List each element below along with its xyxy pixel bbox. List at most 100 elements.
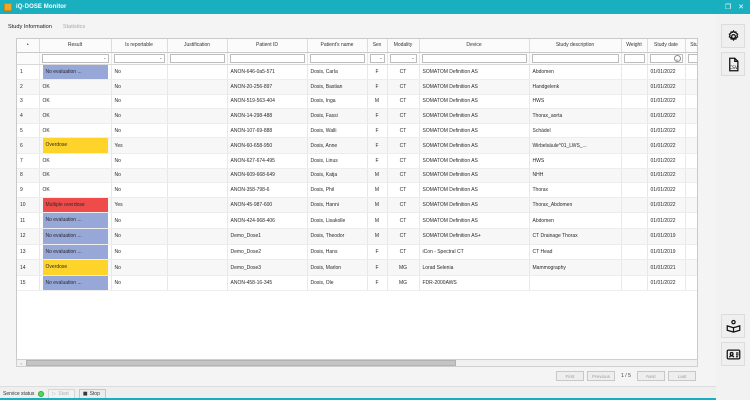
cell-modality[interactable]: CT [387,168,420,184]
filter-cell-weight[interactable] [621,52,648,65]
cell-report[interactable]: No [111,228,168,245]
cell-patid[interactable]: Demo_Dose1 [227,228,308,245]
cell-pname[interactable]: Dosis, Bastian [307,79,368,95]
cell-report[interactable]: No [111,259,168,276]
cell-weight[interactable] [621,153,648,169]
cell-modality[interactable]: CT [387,137,420,155]
cell-studydate[interactable]: 01/01/2022 [647,94,686,110]
filter-cell-studydesc[interactable] [529,52,622,65]
cell-report[interactable]: Yes [111,197,168,214]
cell-studytime[interactable] [685,259,697,276]
cell-justif[interactable] [167,153,228,169]
cell-justif[interactable] [167,212,228,230]
chevron-down-icon[interactable]: ⌄ [379,55,383,60]
cell-device[interactable]: SOMATOM Definition AS [419,94,530,110]
manual-button[interactable] [721,314,745,338]
table-row[interactable]: 2 OK No ANON-20-256-897 Dosis, Bastian F CT SOM… [17,79,697,95]
column-header-idx[interactable]: • [17,39,40,53]
column-header-pname[interactable]: Patient's name [307,39,368,53]
stop-service-button[interactable]: ■ Stop [78,388,106,399]
cell-studytime[interactable] [685,79,697,95]
cell-report[interactable]: No [111,64,168,81]
table-row[interactable]: 5 OK No ANON-107-69-888 Dosis, Walli F CT SOMAT… [17,123,697,139]
column-header-result[interactable]: Result [39,39,112,53]
table-row[interactable]: 6 Overdose Yes ANON-60-658-950 Dosis, Anne F C… [17,137,697,155]
cell-studydate[interactable]: 01/01/2022 [647,275,686,292]
cell-studydesc[interactable]: CT Head [529,244,622,261]
table-row[interactable]: 10 Multiple overdose Yes ANON-45-987-600 Dos… [17,197,697,214]
cell-idx[interactable]: 7 [17,153,40,169]
cell-weight[interactable] [621,64,648,81]
cell-pname[interactable]: Dosis, Hans [307,244,368,261]
cell-patid[interactable]: ANON-60-658-950 [227,137,308,155]
cell-pname[interactable]: Dosis, Carla [307,64,368,81]
cell-sex[interactable]: F [367,275,388,292]
cell-idx[interactable]: 6 [17,137,40,155]
cell-studydesc[interactable] [529,275,622,292]
next-page-button[interactable]: Next [637,371,665,381]
cell-modality[interactable]: CT [387,108,420,124]
cell-modality[interactable]: CT [387,94,420,110]
chevron-down-icon[interactable]: ⌄ [159,55,163,60]
cell-pname[interactable]: Dosis, Marlon [307,259,368,276]
scroll-left-arrow[interactable]: ‹ [20,360,22,366]
filter-input-result[interactable]: ⌄ [41,53,109,63]
cell-sex[interactable]: M [367,168,388,184]
filter-cell-studytime[interactable] [685,52,697,65]
cell-pname[interactable]: Dosis, Walli [307,123,368,139]
filter-cell-justif[interactable] [167,52,228,65]
cell-sex[interactable]: M [367,182,388,198]
cell-device[interactable]: Lorad Selenia [419,259,530,276]
cell-studydesc[interactable]: HWS [529,153,622,169]
filter-input-sex[interactable]: ⌄ [369,53,385,63]
cell-result[interactable]: OK [39,108,112,124]
cell-device[interactable]: SOMATOM Definition AS [419,108,530,124]
cell-studytime[interactable] [685,108,697,124]
cell-result[interactable]: Multiple overdose [39,197,112,214]
filter-cell-patid[interactable] [227,52,308,65]
cell-weight[interactable] [621,275,648,292]
column-header-device[interactable]: Device [419,39,530,53]
cell-weight[interactable] [621,259,648,276]
cell-patid[interactable]: Demo_Dose2 [227,244,308,261]
tab-statistics[interactable]: Statistics [62,24,86,30]
start-service-button[interactable]: ▷ Start [48,388,75,399]
settings-button[interactable] [721,24,745,48]
cell-modality[interactable]: CT [387,197,420,214]
filter-input-patid[interactable] [229,53,305,63]
cell-sex[interactable]: M [367,197,388,214]
cell-result[interactable]: No evaluation ... [39,228,112,245]
cell-justif[interactable] [167,168,228,184]
cell-report[interactable]: No [111,153,168,169]
cell-patid[interactable]: ANON-358-798-6 [227,182,308,198]
cell-modality[interactable]: CT [387,228,420,245]
cell-studydate[interactable]: 01/01/2022 [647,79,686,95]
cell-idx[interactable]: 9 [17,182,40,198]
cell-studydate[interactable]: 01/01/2022 [647,153,686,169]
cell-patid[interactable]: ANON-627-674-495 [227,153,308,169]
cell-pname[interactable]: Dosis, Inga [307,94,368,110]
filter-cell-report[interactable]: ⌄ [111,52,168,65]
cell-studydesc[interactable]: Thorax_aorta [529,108,622,124]
cell-studytime[interactable] [685,94,697,110]
cell-studydesc[interactable]: Abdomen [529,212,622,230]
cell-weight[interactable] [621,212,648,230]
cell-patid[interactable]: ANON-107-69-888 [227,123,308,139]
csv-export-button[interactable]: CSV [721,52,745,76]
cell-weight[interactable] [621,123,648,139]
cell-device[interactable]: SOMATOM Definition AS [419,153,530,169]
cell-report[interactable]: No [111,212,168,230]
cell-studydate[interactable]: 01/01/2022 [647,123,686,139]
cell-idx[interactable]: 3 [17,94,40,110]
cell-result[interactable]: No evaluation ... [39,244,112,261]
table-row[interactable]: 15 No evaluation ... No ANON-458-16-345 Dosi… [17,275,697,292]
cell-studydate[interactable]: 01/01/2019 [647,244,686,261]
cell-device[interactable]: SOMATOM Definition AS [419,197,530,214]
cell-result[interactable]: OK [39,79,112,95]
horizontal-scrollbar[interactable]: ‹ [16,359,698,367]
cell-sex[interactable]: F [367,137,388,155]
cell-justif[interactable] [167,228,228,245]
filter-input-weight[interactable] [623,53,645,63]
cell-studydesc[interactable]: Mammography [529,259,622,276]
cell-report[interactable]: No [111,108,168,124]
